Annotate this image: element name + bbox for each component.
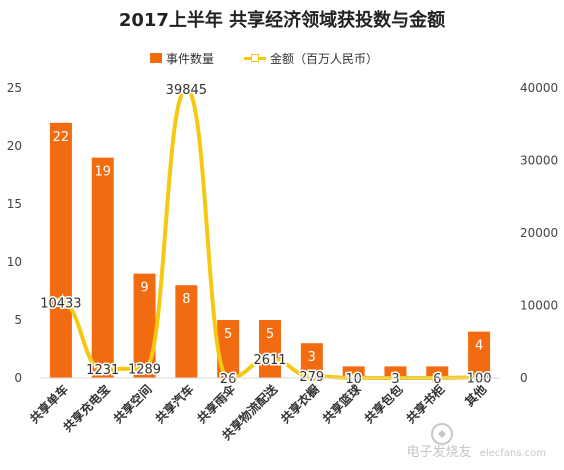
bar — [175, 285, 198, 378]
bar-value-label: 3 — [308, 350, 316, 365]
x-tick-label: 共享衣橱 — [277, 382, 322, 427]
y-axis-left: 0 5 10 15 20 25 — [7, 81, 22, 385]
amount-value-label: 1289 — [128, 363, 161, 378]
amount-point-marker — [56, 297, 66, 308]
bar — [384, 366, 407, 378]
bar — [259, 320, 281, 378]
legend-label-amount: 金额（百万人民币） — [270, 51, 379, 66]
bar — [342, 366, 365, 378]
bar-value-label: 9 — [140, 281, 148, 296]
y-right-tick-label: 20000 — [520, 226, 558, 240]
bar — [300, 343, 323, 378]
bar — [426, 366, 449, 378]
amount-point-marker — [474, 372, 484, 383]
amount-value-label: 26 — [220, 372, 237, 387]
amount-value-label: 10433 — [40, 296, 81, 311]
amount-point-marker — [265, 354, 275, 364]
watermark: 电子发烧友 elecfans.com — [407, 441, 546, 460]
amount-value-label: 1231 — [86, 363, 119, 378]
amount-point-marker — [307, 371, 317, 381]
bar-value-label: 22 — [53, 130, 70, 145]
amount-value-label: 2611 — [253, 353, 286, 368]
bar-value-label: 5 — [266, 327, 274, 342]
y-left-tick-label: 20 — [7, 139, 22, 153]
x-tick-label: 共享书柜 — [403, 382, 448, 427]
legend-label-count: 事件数量 — [166, 51, 215, 66]
y-right-tick-label: 40000 — [520, 81, 558, 95]
legend-swatch-amount — [244, 53, 267, 63]
amount-point-marker — [181, 84, 192, 94]
x-tick-label: 共享篮球 — [319, 381, 364, 426]
amount-value-label: 10 — [345, 372, 362, 387]
y-right-tick-label: 30000 — [520, 154, 558, 168]
bar — [468, 331, 491, 378]
amount-value-label: 6 — [433, 372, 441, 387]
watermark-text: 电子发烧友 — [406, 445, 472, 460]
y-right-tick-label: 10000 — [520, 299, 558, 313]
y-left-tick-label: 5 — [14, 313, 22, 327]
bar-value-label: 4 — [475, 339, 483, 354]
y-left-tick-label: 10 — [7, 255, 22, 269]
legend-swatch-count — [150, 53, 162, 63]
legend-item-count: 事件数量 — [150, 50, 214, 67]
bar-value-label: 19 — [94, 165, 111, 180]
watermark-url: elecfans.com — [479, 448, 546, 459]
bar — [133, 273, 156, 378]
bar — [49, 122, 72, 378]
legend: 事件数量 金额（百万人民币） — [150, 48, 408, 68]
y-left-tick-label: 0 — [14, 371, 22, 385]
y-right-tick-label: 0 — [520, 371, 528, 385]
elecfans-logo-icon — [431, 423, 453, 445]
x-tick-label: 共享包包 — [361, 382, 406, 427]
x-tick-label: 共享单车 — [26, 382, 71, 427]
x-axis-labels: 共享单车共享充电宝共享空间共享汽车共享雨伞共享物流配送共享衣橱共享篮球共享包包共… — [26, 381, 489, 443]
chart-title: 2017上半年 共享经济领域获投数与金额 — [118, 10, 446, 31]
amount-value-label: 3 — [391, 372, 399, 387]
bar — [91, 157, 114, 378]
bar — [217, 320, 240, 378]
y-axis-right: 0 10000 20000 30000 40000 — [520, 81, 558, 385]
bar-value-label: 8 — [182, 292, 190, 307]
x-tick-label: 共享空间 — [110, 382, 155, 427]
amount-value-label: 100 — [467, 371, 492, 386]
amount-point-marker — [139, 363, 150, 374]
bar-value-label: 5 — [224, 327, 232, 342]
bar-series: 2219985531114 — [49, 122, 491, 388]
x-tick-label: 共享汽车 — [152, 382, 197, 427]
amount-value-label: 39845 — [166, 83, 207, 98]
legend-item-amount: 金额（百万人民币） — [244, 50, 378, 67]
amount-point-marker — [97, 364, 108, 374]
y-left-tick-label: 25 — [7, 81, 22, 95]
y-left-tick-label: 15 — [7, 197, 22, 211]
amount-value-label: 279 — [299, 370, 324, 385]
